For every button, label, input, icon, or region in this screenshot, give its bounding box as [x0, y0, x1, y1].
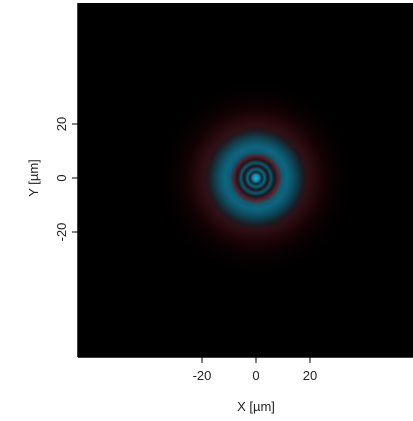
y-tick-label: 0 — [54, 174, 69, 181]
y-axis-title: Y [µm] — [26, 159, 41, 197]
plot-area — [78, 3, 413, 357]
y-tick-label: 20 — [54, 117, 69, 131]
y-tick-label: -20 — [54, 223, 69, 242]
x-axis-title: X [µm] — [237, 399, 275, 414]
y-axis-ticks: 20 0 -20 — [54, 117, 78, 242]
x-tick-label: 20 — [303, 368, 317, 383]
x-axis-ticks: -20 0 20 — [193, 357, 317, 383]
heatmap-cyan-rings — [158, 80, 354, 276]
x-tick-label: 0 — [252, 368, 259, 383]
x-tick-label: -20 — [193, 368, 212, 383]
